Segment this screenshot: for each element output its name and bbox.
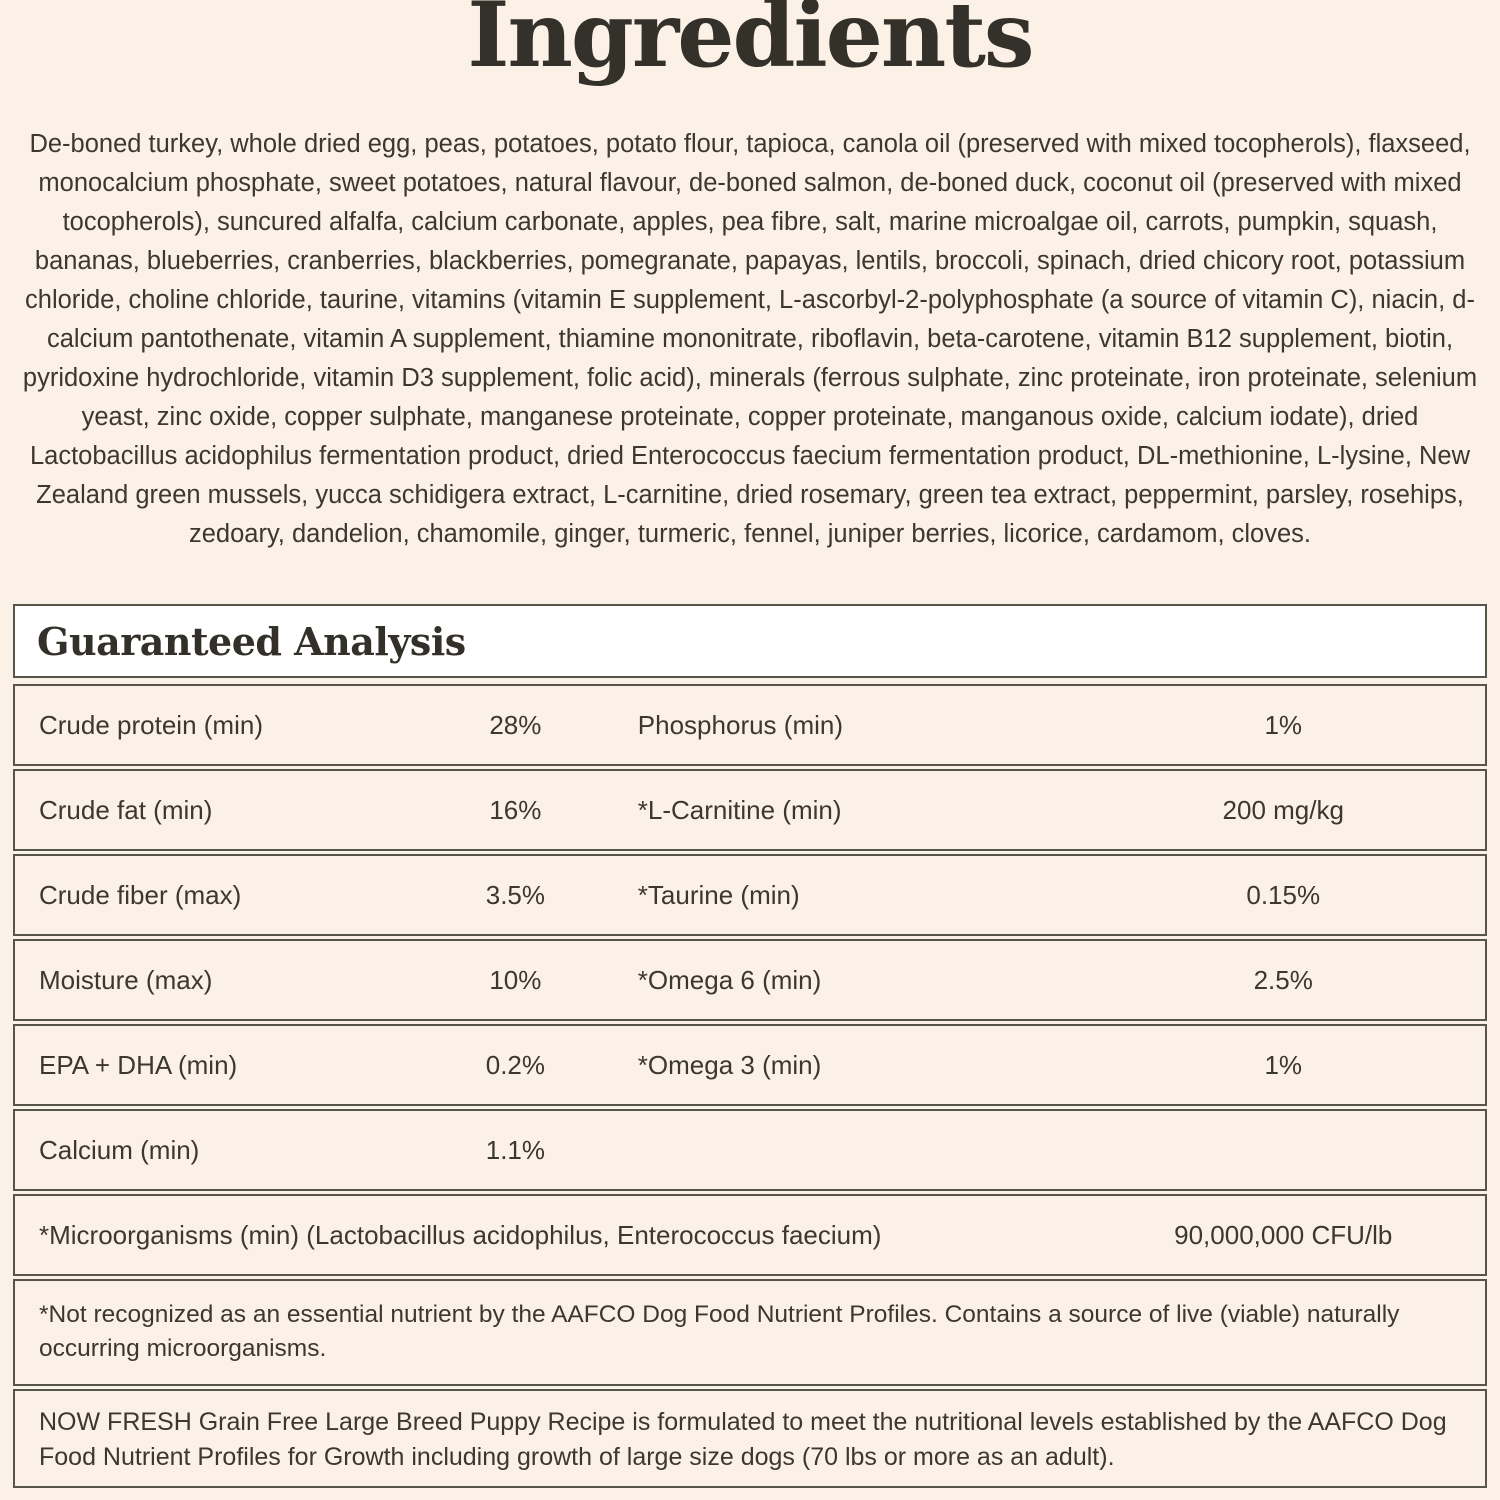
analysis-row-protein-phosphorus: Crude protein (min) 28% Phosphorus (min)… [13,684,1487,766]
nutrient-label: Crude fat (min) [39,794,213,825]
nutrient-label: Crude fiber (max) [39,879,242,910]
nutrient-label: Calcium (min) [39,1134,200,1165]
nutrient-label: Moisture (max) [39,964,213,995]
nutrient-label: *Omega 6 (min) [637,964,822,995]
nutrient-label: *Omega 3 (min) [637,1049,822,1080]
guaranteed-analysis-header: Guaranteed Analysis [13,604,1487,678]
analysis-row-calcium: Calcium (min) 1.1% [13,1109,1487,1191]
nutrient-value: 200 mg/kg [1222,794,1344,825]
nutrient-label: Phosphorus (min) [637,709,843,740]
nutrient-value: 10% [489,964,542,995]
nutrient-label: *L-Carnitine (min) [637,794,842,825]
analysis-row-microorganisms: *Microorganisms (min) (Lactobacillus aci… [13,1194,1487,1276]
nutrient-value: 16% [489,794,542,825]
nutrient-value: 0.15% [1246,879,1321,910]
analysis-row-epadha-omega3: EPA + DHA (min) 0.2% *Omega 3 (min) 1% [13,1024,1487,1106]
nutrient-value: 1% [1264,709,1303,740]
footnote-formulation-statement: NOW FRESH Grain Free Large Breed Puppy R… [13,1389,1487,1488]
page-title: Ingredients [467,0,1034,88]
nutrient-label: Crude protein (min) [39,709,263,740]
analysis-row-fiber-taurine: Crude fiber (max) 3.5% *Taurine (min) 0.… [13,854,1487,936]
ingredients-paragraph: De-boned turkey, whole dried egg, peas, … [22,130,1478,548]
analysis-row-moisture-omega6: Moisture (max) 10% *Omega 6 (min) 2.5% [13,939,1487,1021]
nutrient-label: *Taurine (min) [637,879,800,910]
footnote-aafco-nonessential: *Not recognized as an essential nutrient… [13,1279,1487,1386]
analysis-row-fat-lcarnitine: Crude fat (min) 16% *L-Carnitine (min) 2… [13,769,1487,851]
nutrient-value: 2.5% [1253,964,1313,995]
nutrient-value: 0.2% [485,1049,545,1080]
nutrient-value: 90,000,000 CFU/lb [1174,1219,1393,1250]
guaranteed-analysis-title: Guaranteed Analysis [37,618,466,664]
nutrient-label: *Microorganisms (min) (Lactobacillus aci… [39,1219,882,1250]
nutrient-value: 3.5% [485,879,545,910]
nutrient-label: EPA + DHA (min) [39,1049,238,1080]
nutrient-value: 1% [1264,1049,1303,1080]
nutrient-value: 28% [489,709,542,740]
guaranteed-analysis-section: Guaranteed Analysis Crude protein (min) … [13,604,1487,1488]
nutrient-value: 1.1% [485,1134,545,1165]
